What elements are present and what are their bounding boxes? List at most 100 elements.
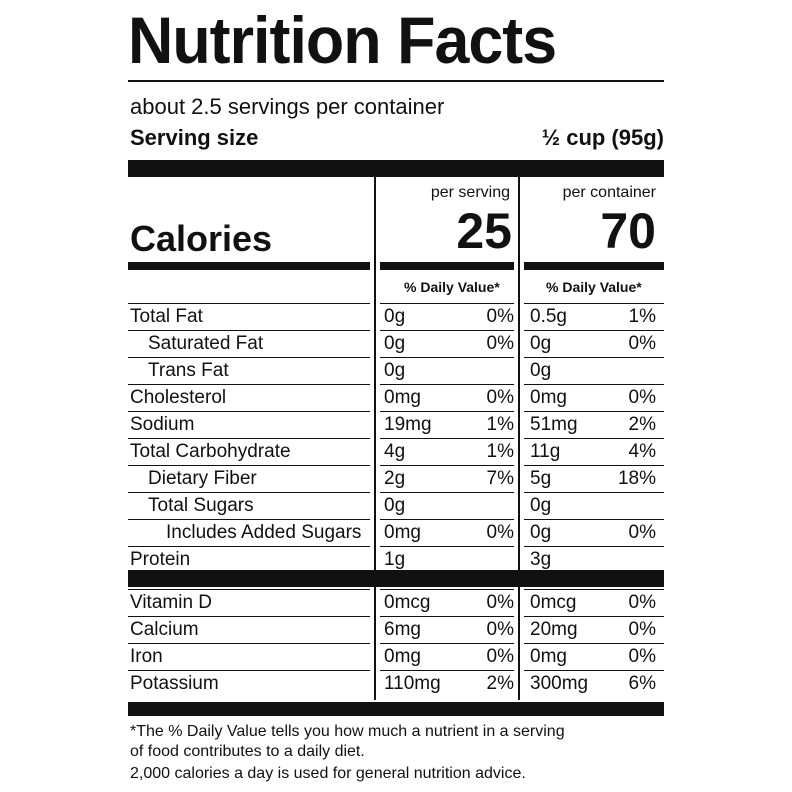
- nutrient-row-rule: [128, 303, 370, 304]
- vitamin-serving-amount: 0mg: [384, 646, 421, 667]
- column-separator-left: [374, 177, 376, 700]
- nutrient-name: Protein: [130, 549, 191, 570]
- nutrient-row-rule: [380, 519, 514, 520]
- nutrient-row-rule: [380, 492, 514, 493]
- nutrient-name: Saturated Fat: [148, 333, 264, 354]
- vitamin-row-rule: [380, 616, 514, 617]
- vitamin-name: Vitamin D: [130, 592, 213, 613]
- footnote-line-1: *The % Daily Value tells you how much a …: [130, 723, 565, 740]
- nutrient-row-rule: [128, 465, 370, 466]
- dv-header-serving: % Daily Value*: [404, 279, 500, 295]
- nutrient-row-rule: [380, 438, 514, 439]
- vitamin-container-dv: 0%: [628, 619, 656, 640]
- vitamin-row-rule: [380, 589, 514, 590]
- nutrient-serving-dv: 7%: [486, 468, 514, 489]
- footnote-line-2: of food contributes to a daily diet.: [130, 743, 365, 760]
- nutrient-container-amount: 0mg: [530, 387, 567, 408]
- nutrient-row-rule: [380, 357, 514, 358]
- nutrient-row-rule: [524, 330, 664, 331]
- nutrient-serving-amount: 1g: [384, 549, 406, 570]
- vitamin-row-rule: [524, 643, 664, 644]
- nutrient-serving-dv: 0%: [486, 522, 514, 543]
- nutrient-serving-amount: 0g: [384, 306, 406, 327]
- calories-per-serving: 25: [456, 203, 512, 259]
- nutrient-row-rule: [128, 438, 370, 439]
- vitamin-container-amount: 0mg: [530, 646, 567, 667]
- calories-per-container: 70: [600, 203, 656, 259]
- nutrient-row-rule: [380, 411, 514, 412]
- vitamin-row-rule: [128, 616, 370, 617]
- nutrient-name: Total Fat: [130, 306, 203, 327]
- nutrient-serving-amount: 19mg: [384, 414, 432, 435]
- vitamin-container-dv: 0%: [628, 592, 656, 613]
- nutrient-serving-amount: 0mg: [384, 387, 421, 408]
- nutrient-name: Total Carbohydrate: [130, 441, 291, 462]
- calories-rule-1: [128, 262, 370, 270]
- vitamin-serving-dv: 0%: [486, 646, 514, 667]
- nutrient-name: Total Sugars: [148, 495, 254, 516]
- nutrient-row-rule: [380, 330, 514, 331]
- nutrient-container-amount: 11g: [530, 441, 561, 462]
- vitamin-container-dv: 0%: [628, 646, 656, 667]
- nutrient-row-rule: [128, 330, 370, 331]
- nutrient-container-dv: 1%: [628, 306, 656, 327]
- nutrient-serving-dv: 0%: [486, 333, 514, 354]
- nutrient-name: Cholesterol: [130, 387, 227, 408]
- vitamin-row-rule: [380, 643, 514, 644]
- nutrient-row-rule: [524, 357, 664, 358]
- vitamin-serving-dv: 0%: [486, 592, 514, 613]
- vitamin-row-rule: [128, 589, 370, 590]
- nutrient-row-rule: [380, 546, 514, 547]
- vitamin-row-rule: [128, 670, 370, 671]
- nutrient-container-amount: 0g: [530, 522, 552, 543]
- nutrient-serving-dv: 0%: [486, 306, 514, 327]
- nutrient-row-rule: [524, 384, 664, 385]
- thick-rule-middle: [128, 570, 664, 587]
- vitamin-serving-dv: 2%: [486, 673, 514, 694]
- per-container-label: per container: [562, 184, 656, 201]
- serving-size-label: Serving size: [130, 125, 259, 150]
- nutrient-container-amount: 3g: [530, 549, 552, 570]
- column-separator-right: [518, 177, 520, 700]
- nutrient-serving-amount: 0g: [384, 333, 406, 354]
- nutrient-name: Dietary Fiber: [148, 468, 257, 489]
- vitamin-serving-amount: 6mg: [384, 619, 421, 640]
- nutrient-container-amount: 0g: [530, 333, 552, 354]
- nutrient-serving-dv: 1%: [486, 414, 514, 435]
- nutrient-container-dv: 18%: [617, 468, 656, 489]
- nutrient-name: Trans Fat: [148, 360, 229, 381]
- nutrient-row-rule: [380, 384, 514, 385]
- vitamin-container-dv: 6%: [628, 673, 656, 694]
- nutrient-row-rule: [524, 465, 664, 466]
- nutrient-serving-amount: 2g: [384, 468, 406, 489]
- vitamin-name: Calcium: [130, 619, 199, 640]
- vitamin-row-rule: [524, 670, 664, 671]
- vitamin-row-rule: [128, 643, 370, 644]
- vitamin-name: Potassium: [130, 673, 219, 694]
- nutrient-serving-amount: 4g: [384, 441, 406, 462]
- vitamin-row-rule: [524, 616, 664, 617]
- vitamin-serving-dv: 0%: [486, 619, 514, 640]
- title-rule: [128, 80, 664, 82]
- calories-rule-3: [524, 262, 664, 270]
- nutrient-row-rule: [128, 411, 370, 412]
- footnote-line-3: 2,000 calories a day is used for general…: [130, 765, 526, 782]
- serving-size-value: ½ cup (95g): [541, 125, 664, 150]
- dv-header-container: % Daily Value*: [546, 279, 642, 295]
- nutrient-serving-dv: 1%: [486, 441, 514, 462]
- nutrient-row-rule: [380, 303, 514, 304]
- nutrient-serving-dv: 0%: [486, 387, 514, 408]
- vitamin-name: Iron: [130, 646, 163, 667]
- nutrient-row-rule: [128, 519, 370, 520]
- vitamin-row-rule: [380, 670, 514, 671]
- nutrient-row-rule: [128, 492, 370, 493]
- nutrient-row-rule: [128, 384, 370, 385]
- nutrient-container-dv: 0%: [628, 522, 656, 543]
- vitamin-container-amount: 300mg: [530, 673, 589, 694]
- nutrient-serving-amount: 0mg: [384, 522, 421, 543]
- nutrient-row-rule: [524, 519, 664, 520]
- nutrient-container-amount: 0g: [530, 495, 552, 516]
- nutrient-container-amount: 5g: [530, 468, 552, 489]
- nutrient-row-rule: [524, 492, 664, 493]
- vitamin-container-amount: 0mcg: [530, 592, 577, 613]
